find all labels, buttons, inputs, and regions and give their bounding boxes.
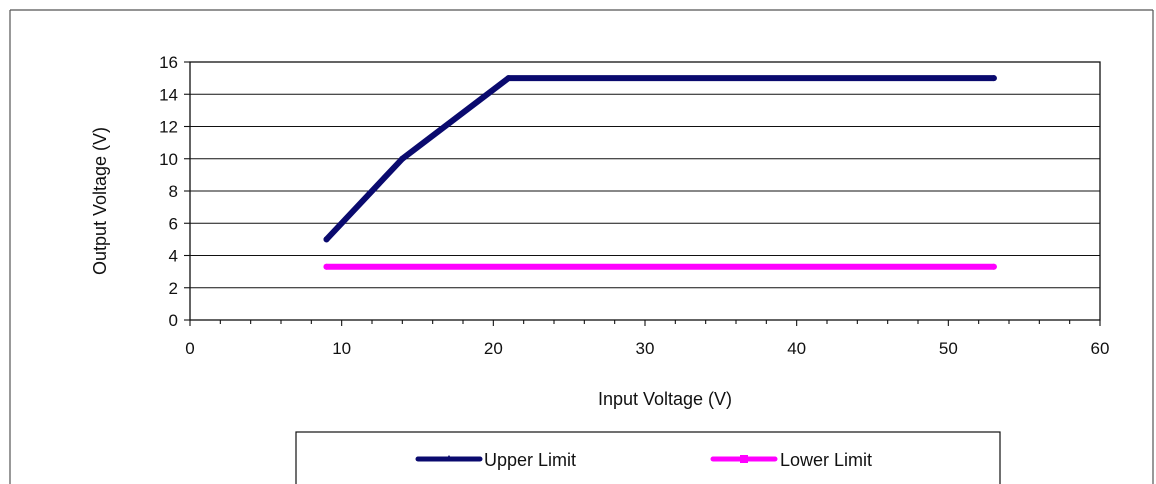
y-axis-ticks: 0 2 4 6 8 10 12 14 16: [159, 53, 190, 330]
y-tick-label: 0: [169, 311, 178, 330]
data-point-upper-limit: [399, 155, 406, 162]
y-tick-label: 10: [159, 150, 178, 169]
x-tick-label: 20: [484, 339, 503, 358]
y-tick-label: 8: [169, 182, 178, 201]
x-tick-label: 10: [332, 339, 351, 358]
y-axis-title: Output Voltage (V): [90, 127, 110, 275]
data-point-lower-limit: [990, 263, 997, 270]
data-point-upper-limit: [505, 75, 512, 82]
x-axis-title: Input Voltage (V): [598, 389, 732, 409]
x-tick-label: 0: [185, 339, 194, 358]
series-line-upper-limit: [323, 75, 997, 243]
x-tick-label: 40: [787, 339, 806, 358]
y-tick-label: 16: [159, 53, 178, 72]
x-tick-label: 50: [939, 339, 958, 358]
legend-marker-lower-limit: [740, 455, 748, 463]
series-layer: [323, 75, 997, 270]
y-tick-label: 6: [169, 214, 178, 233]
legend-label-lower-limit: Lower Limit: [780, 450, 872, 470]
chart-frame: [9, 9, 1154, 484]
legend: Upper Limit Lower Limit: [295, 431, 1001, 484]
y-tick-label: 12: [159, 118, 178, 137]
y-gridlines: [190, 61, 1100, 321]
data-point-upper-limit: [990, 75, 997, 82]
x-axis-ticks: 0 10 20 30 40 50 60: [185, 320, 1109, 358]
data-point-upper-limit: [323, 236, 330, 243]
x-tick-label: 30: [636, 339, 655, 358]
legend-box: [295, 431, 1001, 484]
data-point-lower-limit: [323, 263, 330, 270]
x-tick-label: 60: [1091, 339, 1110, 358]
y-tick-label: 2: [169, 279, 178, 298]
y-tick-label: 4: [169, 247, 178, 266]
legend-marker-upper-limit: [445, 455, 453, 461]
y-tick-label: 14: [159, 85, 178, 104]
legend-label-upper-limit: Upper Limit: [484, 450, 576, 470]
